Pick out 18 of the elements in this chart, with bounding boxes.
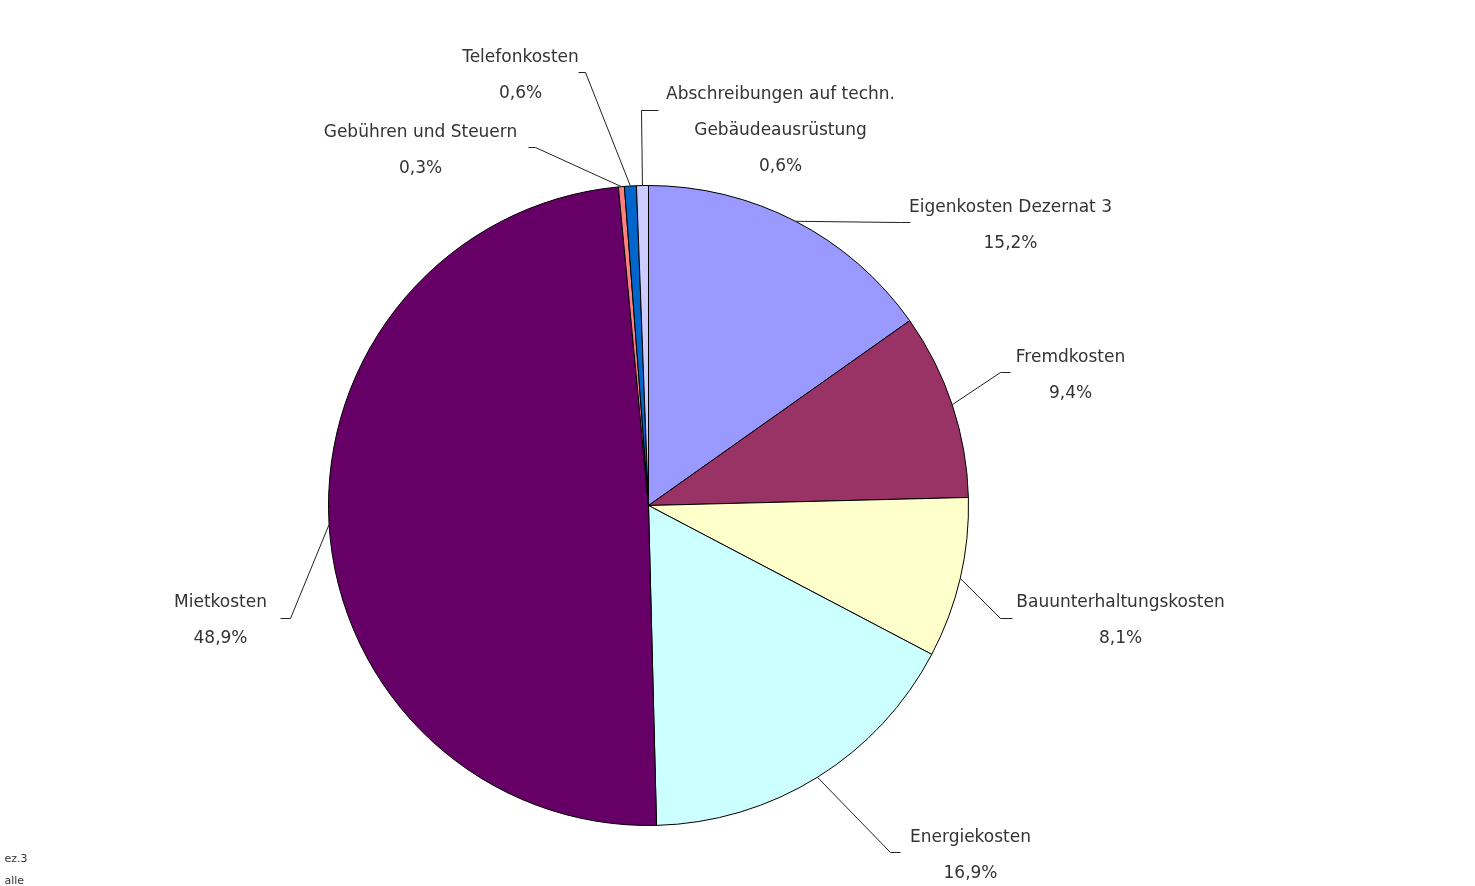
slice-label: Mietkosten <box>174 590 267 611</box>
data-label: 8,1% <box>1098 626 1143 647</box>
slice-label: Fremdkosten <box>1015 345 1126 366</box>
slice-label: Gebühren und Steuern <box>323 120 518 141</box>
text: alle <box>4 874 25 886</box>
slice-label: Energiekosten <box>909 825 1032 846</box>
data-label: 48,9% <box>193 626 248 647</box>
slice-label: Telefonkosten <box>461 45 579 66</box>
data-label: 15,2% <box>983 231 1038 252</box>
data-label: 0,6% <box>758 154 803 175</box>
slice-label: Abschreibungen auf techn. Gebäudeausrüstung <box>666 82 895 139</box>
data-label: 9,4% <box>1048 381 1093 402</box>
slice-label: Bauunterhaltungskosten <box>1016 590 1225 611</box>
text: ez.3 <box>4 852 28 865</box>
data-label: 0,6% <box>498 81 543 102</box>
data-label: 0,3% <box>398 156 443 177</box>
data-label: 16,9% <box>943 861 998 882</box>
slice-label: Eigenkosten Dezernat 3 <box>909 195 1113 216</box>
